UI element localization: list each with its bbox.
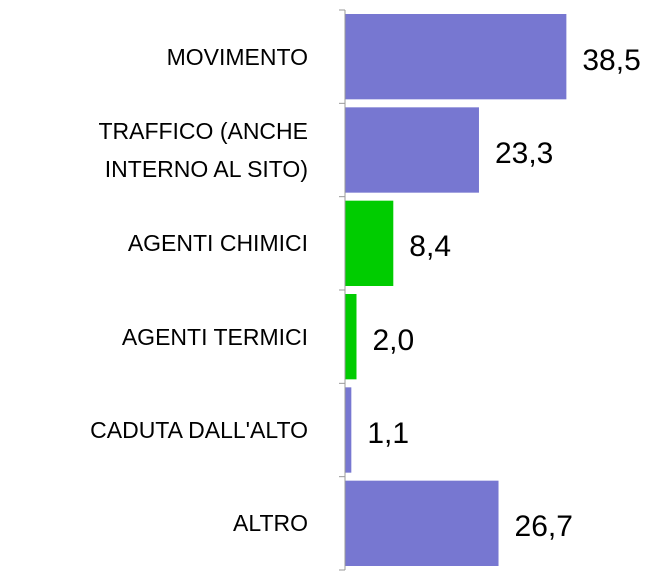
value-label: 38,5: [582, 43, 641, 77]
value-label: 8,4: [409, 230, 452, 264]
bar: [345, 107, 479, 193]
category-label: AGENTI TERMICI: [121, 323, 308, 350]
bar: [345, 480, 499, 566]
category-label: TRAFFICO (ANCHE INTERNO AL SITO): [98, 118, 308, 182]
value-label: 2,0: [372, 323, 415, 357]
bar: [345, 200, 394, 286]
value-label: 26,7: [514, 510, 573, 544]
bar: [345, 387, 352, 473]
category-label: MOVIMENTO: [166, 43, 308, 70]
category-label: AGENTI CHIMICI: [127, 230, 308, 257]
category-label: ALTRO: [233, 510, 308, 537]
value-label: 1,1: [367, 417, 410, 450]
value-label: 23,3: [494, 137, 554, 170]
bar: [345, 294, 357, 380]
bar: [345, 14, 567, 100]
category-label: CADUTA DALL'ALTO: [90, 417, 308, 443]
